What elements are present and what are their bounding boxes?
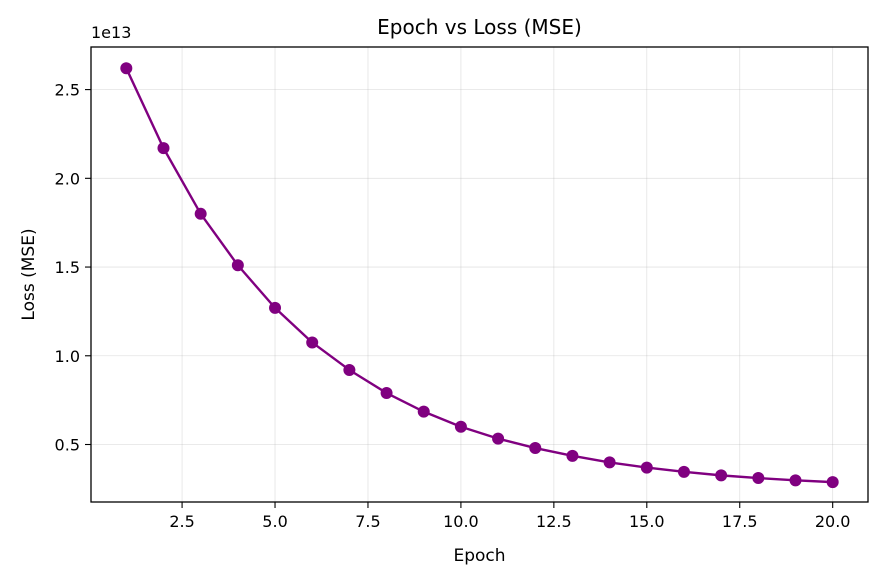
y-tick-label: 2.5 — [55, 81, 80, 100]
x-tick-label: 10.0 — [443, 512, 479, 531]
x-tick-label: 7.5 — [355, 512, 380, 531]
grid — [91, 47, 868, 502]
data-point — [640, 461, 653, 474]
x-tick-label: 2.5 — [169, 512, 194, 531]
data-point — [454, 420, 467, 433]
x-axis-label: Epoch — [453, 546, 505, 566]
y-axis-offset-label: 1e13 — [91, 23, 131, 42]
data-point — [120, 62, 133, 75]
data-point — [306, 336, 319, 349]
axis-ticks: 2.5 5.0 7.5 10.0 12.5 15.0 17.5 20.0 0.5 1.0 1.5 2.… — [55, 81, 851, 531]
data-point — [492, 432, 505, 445]
data-point — [157, 142, 170, 155]
data-point — [603, 456, 616, 469]
data-point — [417, 405, 430, 418]
x-tick-label: 5.0 — [262, 512, 287, 531]
data-point — [826, 476, 839, 489]
data-point — [752, 472, 765, 485]
y-tick-label: 1.0 — [55, 347, 80, 366]
data-point — [566, 449, 579, 462]
x-tick-label: 20.0 — [815, 512, 851, 531]
y-axis-label: Loss (MSE) — [19, 228, 39, 320]
series-layer — [120, 62, 839, 489]
data-point — [269, 301, 282, 314]
data-point — [529, 442, 542, 455]
y-tick-label: 1.5 — [55, 258, 80, 277]
data-point — [231, 259, 244, 272]
y-tick-label: 0.5 — [55, 436, 80, 455]
data-point — [194, 207, 207, 220]
plot-frame — [90, 46, 869, 503]
data-point — [715, 469, 728, 482]
data-point — [380, 387, 393, 400]
data-point — [789, 474, 802, 487]
x-tick-label: 15.0 — [629, 512, 665, 531]
data-point — [677, 465, 690, 478]
data-point — [343, 363, 356, 376]
chart-title: Epoch vs Loss (MSE) — [377, 15, 582, 39]
series-line — [125, 67, 833, 484]
x-tick-label: 12.5 — [536, 512, 572, 531]
y-tick-label: 2.0 — [55, 169, 80, 188]
x-tick-label: 17.5 — [722, 512, 758, 531]
